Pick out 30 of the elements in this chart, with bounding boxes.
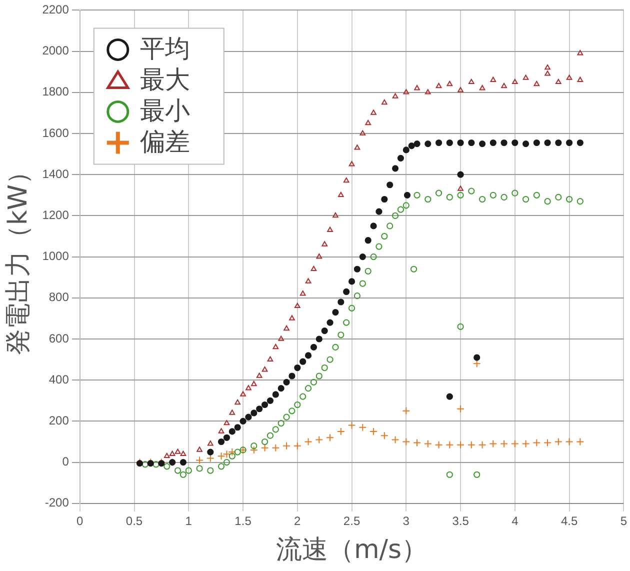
y-tick-label: 600 <box>48 331 70 346</box>
x-tick-label: 3 <box>402 514 410 528</box>
y-tick-label: -200 <box>44 496 70 510</box>
legend-label: 最大 <box>140 65 190 94</box>
y-tick-label: 1800 <box>42 84 70 99</box>
x-tick-label: 3.5 <box>452 514 470 528</box>
x-tick-label: 1 <box>185 514 192 528</box>
y-tick-label: 2000 <box>42 44 70 58</box>
x-tick-label: 0.5 <box>126 514 143 528</box>
x-tick-label: 5 <box>620 514 628 528</box>
y-tick-label: 200 <box>48 414 70 428</box>
y-tick-label: 800 <box>48 290 70 304</box>
legend-label: 平均 <box>140 34 190 64</box>
legend-label: 偏差 <box>140 127 190 156</box>
y-tick-label: 0 <box>62 454 70 469</box>
x-tick-label: 0 <box>76 514 84 528</box>
y-tick-label: 2200 <box>42 2 70 17</box>
x-tick-label: 4.5 <box>560 514 578 528</box>
x-tick-label: 2 <box>294 514 302 528</box>
y-tick-label: 1600 <box>42 126 70 140</box>
y-tick-label: 1400 <box>42 166 70 181</box>
x-tick-label: 2.5 <box>343 514 360 528</box>
x-tick-label: 4 <box>512 514 519 528</box>
y-axis-title: 発電出力（kW） <box>3 158 34 356</box>
x-tick-label: 1.5 <box>234 514 252 528</box>
y-tick-label: 1000 <box>42 249 70 264</box>
legend-label: 最小 <box>140 96 190 126</box>
y-tick-label: 1200 <box>42 208 70 222</box>
x-axis-title: 流速（m/s） <box>276 535 428 566</box>
y-tick-label: 400 <box>48 372 70 386</box>
